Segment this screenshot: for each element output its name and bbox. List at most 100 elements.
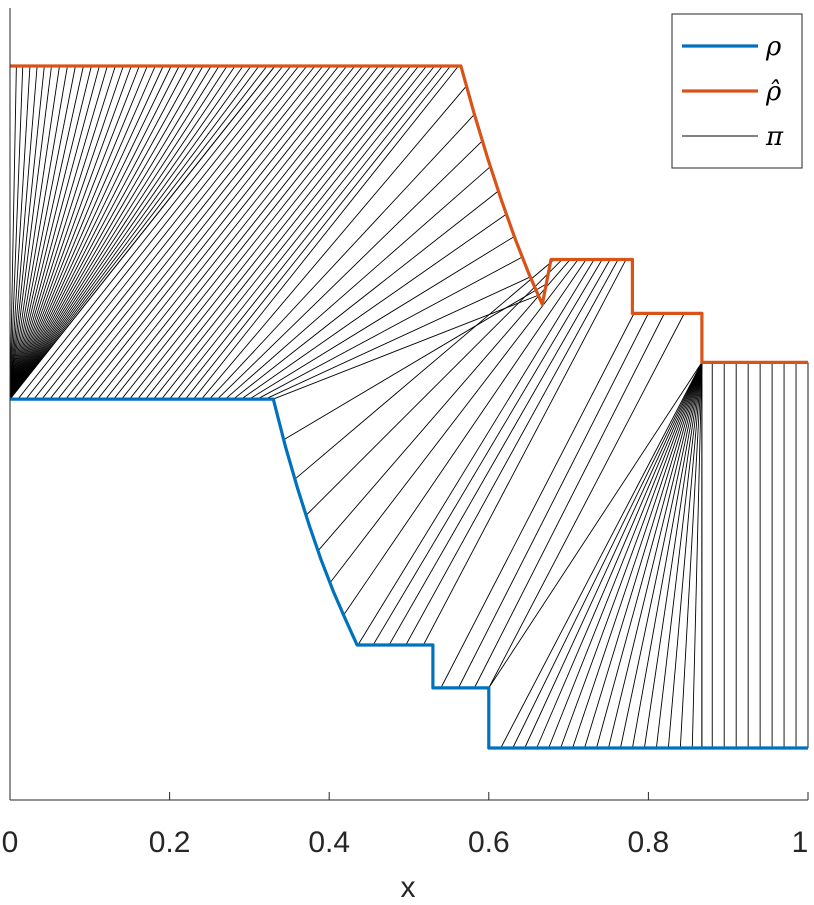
transport-line	[153, 65, 419, 400]
x-tick-label: 0.8	[628, 826, 670, 859]
transport-line	[343, 259, 587, 616]
transport-line	[217, 140, 483, 400]
transport-line	[305, 259, 563, 516]
transport-line	[145, 65, 411, 400]
series-line-rho_hat	[10, 64, 808, 364]
transport-line	[9, 65, 220, 400]
transport-line	[584, 362, 703, 749]
transport-line	[233, 190, 499, 400]
legend-label-rho_hat: ρ̂	[765, 77, 782, 107]
transport-line	[655, 362, 703, 749]
transport-line	[201, 85, 467, 400]
transport-line	[691, 362, 703, 749]
transport-line	[249, 236, 515, 400]
axes	[9, 8, 808, 801]
legend-label-pi: π	[765, 122, 784, 152]
transport-line	[161, 65, 427, 400]
transport-line	[474, 313, 665, 689]
transport-line	[81, 65, 348, 400]
transport-line	[41, 65, 308, 400]
transport-line	[9, 65, 38, 400]
transport-line	[9, 65, 260, 400]
transport-line	[9, 65, 140, 400]
transport-line	[129, 65, 395, 400]
transport-lines	[9, 65, 809, 749]
transport-line	[273, 294, 539, 400]
transport-line	[9, 65, 172, 400]
transport-line	[9, 65, 180, 400]
transport-line	[137, 65, 403, 400]
transport-line	[209, 114, 475, 400]
transport-line	[458, 313, 649, 689]
transport-line	[73, 65, 340, 400]
transport-line	[548, 362, 703, 749]
transport-line	[9, 65, 156, 400]
transport-line	[33, 65, 300, 400]
x-tick-label: 0.6	[468, 826, 510, 859]
transport-line	[440, 313, 635, 689]
transport-line	[241, 213, 507, 400]
transport-line	[9, 65, 188, 400]
x-tick-label: 0	[2, 826, 19, 859]
transport-line	[25, 65, 292, 400]
transport-line	[97, 65, 364, 400]
transport-line	[9, 65, 204, 400]
transport-line	[9, 65, 31, 400]
transport-line	[9, 65, 68, 400]
transport-line	[9, 65, 148, 400]
transport-line	[9, 65, 164, 400]
series-lines	[10, 64, 808, 750]
transport-line	[667, 362, 703, 749]
transport-line	[105, 65, 372, 400]
transport-line	[49, 65, 316, 400]
transport-line	[121, 65, 388, 400]
transport-line	[9, 65, 132, 400]
transport-line	[9, 65, 45, 400]
transport-line	[317, 259, 571, 552]
x-tick-label: 1	[792, 826, 809, 859]
transport-line	[9, 65, 52, 400]
transport-line	[596, 362, 703, 749]
transport-line	[9, 65, 76, 400]
transport-line	[9, 65, 244, 400]
transport-line	[169, 65, 435, 400]
transport-line	[9, 65, 212, 400]
transport-line	[9, 65, 124, 400]
transport-line	[9, 65, 276, 400]
transport-line	[9, 65, 268, 400]
transport-line	[9, 65, 116, 400]
transport-line	[17, 65, 284, 400]
transport-line	[193, 65, 459, 400]
x-tick-label: 0.4	[308, 826, 350, 859]
transport-line	[608, 362, 703, 749]
transport-line	[388, 259, 611, 646]
transport-line	[265, 276, 531, 400]
transport-line	[9, 65, 100, 400]
transport-line	[620, 362, 703, 749]
transport-line	[9, 65, 108, 400]
legend: ρ ρ̂ π	[671, 13, 803, 169]
transport-line	[257, 256, 523, 400]
transport-line	[524, 362, 703, 749]
transport-line	[225, 166, 491, 400]
legend-label-rho: ρ	[765, 32, 782, 62]
x-ticks: 0 0.2 0.4 0.6 0.8 1	[2, 792, 809, 859]
transport-line	[357, 259, 595, 646]
transport-line	[488, 362, 703, 689]
x-tick-label: 0.2	[149, 826, 191, 859]
transport-line	[9, 65, 228, 400]
transport-line	[185, 65, 451, 400]
transport-line	[113, 65, 380, 400]
transport-line	[372, 259, 603, 646]
transport-line	[9, 65, 84, 400]
x-axis-label: x	[401, 871, 416, 904]
transport-line	[329, 259, 579, 584]
transport-line	[65, 65, 332, 400]
transport-line	[679, 362, 703, 749]
transport-line	[500, 362, 703, 749]
transport-line	[572, 362, 703, 749]
transport-line	[9, 65, 60, 400]
transport-line	[631, 362, 703, 749]
transport-line	[643, 362, 703, 749]
